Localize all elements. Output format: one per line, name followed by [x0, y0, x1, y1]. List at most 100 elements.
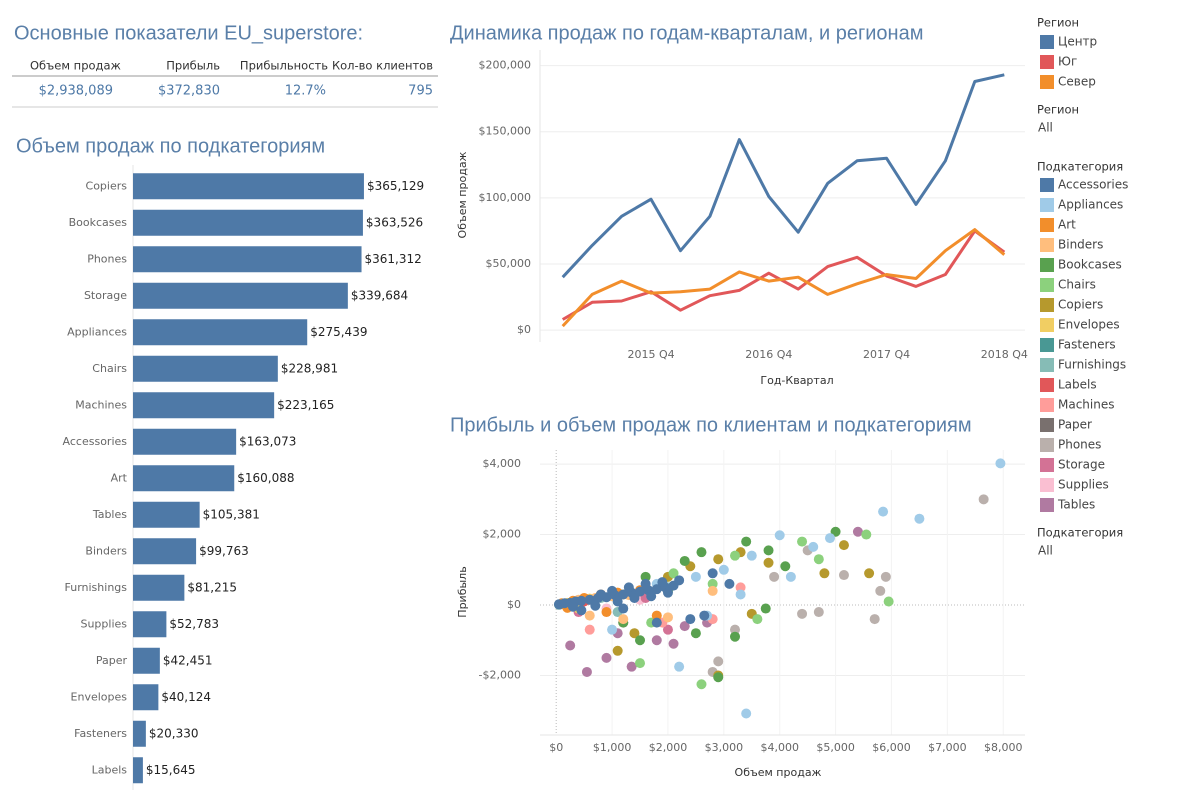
- bar: [133, 684, 159, 711]
- category-label: Storage: [84, 289, 127, 302]
- kpi-header: Объем продаж: [30, 59, 121, 73]
- scatter-point: [713, 672, 724, 683]
- scatter-point: [618, 614, 629, 625]
- kpi-value: 12.7%: [285, 84, 326, 99]
- scatter-point: [651, 584, 662, 595]
- line-series: [561, 229, 1006, 321]
- y-tick-label: $4,000: [483, 457, 522, 470]
- scatter-point: [995, 458, 1006, 469]
- bar: [133, 574, 185, 601]
- scatter-point: [730, 631, 741, 642]
- scatter-point: [774, 530, 785, 541]
- scatter-point: [741, 536, 752, 547]
- scatter-point: [763, 545, 774, 556]
- scatter-point: [629, 592, 640, 603]
- scatter-point: [612, 596, 623, 607]
- y-tick-label: $2,000: [483, 528, 522, 541]
- x-tick-label: $0: [549, 741, 563, 754]
- value-label: $163,073: [239, 434, 296, 448]
- legend-label: Binders: [1058, 238, 1103, 252]
- legend-label: Storage: [1058, 458, 1105, 472]
- scatter-point: [662, 612, 673, 623]
- x-tick-label: 2015 Q4: [627, 348, 674, 361]
- scatter-point: [724, 578, 735, 589]
- scatter-point: [618, 603, 629, 614]
- category-label: Accessories: [63, 435, 128, 448]
- scatter-point: [626, 661, 637, 672]
- y-tick-label: $150,000: [479, 125, 532, 138]
- scatter-point: [679, 621, 690, 632]
- category-label: Envelopes: [71, 690, 128, 703]
- bar: [133, 611, 167, 638]
- scatter-point: [760, 603, 771, 614]
- bar: [133, 757, 143, 784]
- kpi-header: Прибыль: [166, 59, 220, 73]
- scatter-point: [730, 624, 741, 635]
- value-label: $20,330: [149, 726, 199, 740]
- y-tick-label: $0: [507, 598, 521, 611]
- scatter-point: [707, 585, 718, 596]
- category-label: Phones: [87, 252, 127, 265]
- scatter-point: [878, 506, 889, 517]
- scatter-point: [813, 607, 824, 618]
- category-label: Fasteners: [74, 727, 127, 740]
- scatter-point: [718, 564, 729, 575]
- scatter-point: [607, 585, 618, 596]
- y-tick-label: -$2,000: [479, 668, 521, 681]
- scatter-point: [838, 540, 849, 551]
- legend-label: Appliances: [1058, 198, 1123, 212]
- legend-label: Fasteners: [1058, 338, 1116, 352]
- category-label: Bookcases: [69, 216, 128, 229]
- bar: [133, 246, 362, 273]
- value-label: $15,645: [146, 763, 196, 777]
- value-label: $363,526: [366, 215, 423, 229]
- legend-label: Machines: [1058, 398, 1114, 412]
- legend-label: Bookcases: [1058, 258, 1122, 272]
- scatter-point: [567, 601, 578, 612]
- y-tick-label: $100,000: [479, 191, 532, 204]
- scatter-point: [576, 605, 587, 616]
- legend-swatch: [1040, 478, 1054, 492]
- scatter-point: [852, 526, 863, 537]
- category-label: Tables: [92, 508, 127, 521]
- scatter-point: [763, 557, 774, 568]
- scatter-point: [869, 614, 880, 625]
- bar: [133, 428, 237, 455]
- legend-swatch: [1040, 238, 1054, 252]
- legend-label: Envelopes: [1058, 318, 1120, 332]
- scatter-point: [662, 587, 673, 598]
- scatter-point: [690, 571, 701, 582]
- scatter-point: [861, 529, 872, 540]
- legend-swatch: [1040, 75, 1054, 89]
- bar: [133, 319, 308, 346]
- scatter-point: [651, 610, 662, 621]
- value-label: $52,783: [169, 617, 219, 631]
- legend-label: Phones: [1058, 438, 1101, 452]
- kpi-header: Прибыльность: [240, 59, 328, 73]
- legend-swatch: [1040, 458, 1054, 472]
- line-series: [561, 228, 1006, 328]
- value-label: $228,981: [281, 361, 338, 375]
- scatter-point: [584, 624, 595, 635]
- legend-title: Подкатегория: [1037, 160, 1123, 174]
- scatter-point: [880, 571, 891, 582]
- scatter-point: [651, 635, 662, 646]
- legend-swatch: [1040, 298, 1054, 312]
- y-axis-title: Прибыль: [456, 566, 469, 617]
- legend-swatch: [1040, 35, 1054, 49]
- legend-swatch: [1040, 338, 1054, 352]
- value-label: $40,124: [161, 690, 211, 704]
- value-label: $275,439: [310, 325, 367, 339]
- bar: [133, 209, 363, 236]
- legend-label: Accessories: [1058, 178, 1128, 192]
- kpi-value: $2,938,089: [39, 84, 113, 99]
- scatter-point: [696, 547, 707, 558]
- x-tick-label: $4,000: [760, 741, 799, 754]
- scatter-point: [612, 645, 623, 656]
- scatter-point: [618, 589, 629, 600]
- scatter-point: [581, 666, 592, 677]
- scatter-point: [797, 608, 808, 619]
- value-label: $365,129: [367, 179, 424, 193]
- scatter-point: [674, 661, 685, 672]
- x-tick-label: $5,000: [816, 741, 855, 754]
